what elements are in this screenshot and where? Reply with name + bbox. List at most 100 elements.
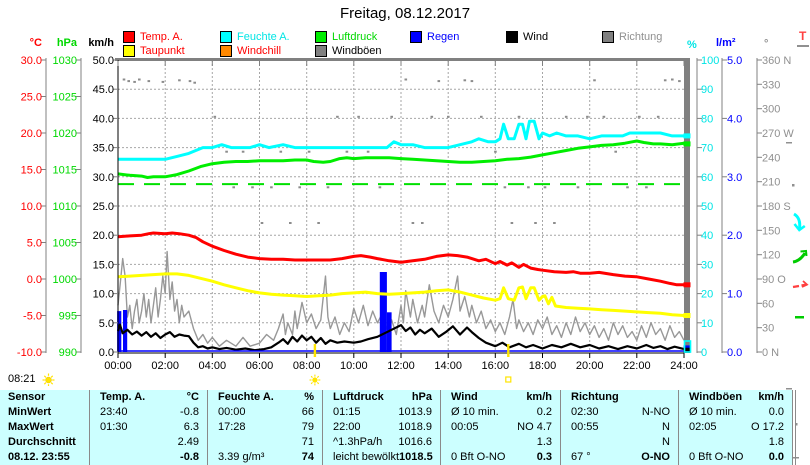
series-taupunkt (117, 272, 685, 317)
axis-unit-hpa: hPa (56, 37, 77, 49)
sunrise-sun-icon (42, 373, 55, 386)
table-cell: 3.39 g/m³ 74 (207, 450, 322, 465)
axis-unit-kmh: km/h (88, 37, 114, 49)
table-cell: 02:30 N-NO (560, 405, 678, 420)
svg-text:04:00: 04:00 (199, 360, 227, 372)
legend-label: Luftdruck (332, 31, 378, 43)
table-cell: 01:30 6.3 (89, 420, 207, 435)
svg-text:0 N: 0 N (762, 347, 779, 359)
table-cell: leicht bewölkt 1018.5 (322, 450, 440, 465)
svg-text:360 N: 360 N (762, 55, 791, 67)
table-cell: 1.3 (440, 435, 560, 450)
axis-unit-deg: ° (764, 38, 769, 50)
cell-value: 2.49 (177, 436, 199, 448)
cell-value: N-NO (641, 406, 670, 418)
cell-value: 71 (301, 436, 314, 448)
cell-value: 1018.9 (398, 421, 432, 433)
svg-text:120: 120 (762, 250, 780, 262)
cell-label: 00:05 (451, 421, 479, 433)
rain-zero-bracket (683, 340, 692, 353)
svg-text:35.0: 35.0 (93, 143, 114, 155)
current-marker-kmh (683, 347, 691, 353)
series-feuchte-a (118, 119, 684, 161)
legend-item-feuchte-a: Feuchte A. (220, 31, 290, 43)
svg-text:100: 100 (701, 55, 719, 67)
axis-unit-pct: % (687, 39, 697, 51)
svg-text:1000: 1000 (53, 274, 77, 286)
legend-label: Windböen (332, 45, 382, 57)
svg-text:18:00: 18:00 (529, 360, 557, 372)
svg-text:50: 50 (701, 201, 713, 213)
svg-text:30.0: 30.0 (21, 55, 42, 67)
sunrise-sun-marker-icon (309, 374, 321, 386)
legend-label: Wind (523, 31, 549, 43)
svg-text:270 W: 270 W (762, 128, 794, 140)
svg-text:995: 995 (59, 311, 77, 323)
legend-item-windchill: Windchill (220, 45, 281, 57)
legend-label: Taupunkt (140, 45, 185, 57)
svg-text:30.0: 30.0 (93, 172, 114, 184)
table-cell: 01:15 1013.9 (322, 405, 440, 420)
table-cell: Ø 10 min. 0.2 (440, 405, 560, 420)
row-label: Durchschnitt (8, 436, 76, 448)
table-cell: 67 ° O-NO (560, 450, 678, 465)
svg-text:30: 30 (762, 323, 774, 335)
cell-value: hPa (411, 391, 432, 403)
cell-label: 23:40 (100, 406, 128, 418)
legend-swatch-temp-a-icon (123, 31, 135, 43)
edge-indicator-icons (786, 142, 809, 459)
cell-value: °C (186, 391, 199, 403)
cell-value: 1016.6 (398, 436, 432, 448)
cell-value: 1013.9 (398, 406, 432, 418)
svg-text:300: 300 (762, 104, 780, 116)
svg-text:1015: 1015 (53, 165, 77, 177)
series-luftdruck (117, 139, 685, 179)
table-cell: 2.49 (89, 435, 207, 450)
cell-label: 00:55 (571, 421, 599, 433)
table-cell: Wind km/h (440, 390, 560, 405)
table-cell: -0.8 (89, 450, 207, 465)
table-header-row: Sensor Temp. A. °C Feuchte A.% Luftdruck hPa W… (0, 390, 792, 405)
svg-text:5.0: 5.0 (727, 55, 742, 67)
current-marker-degC (683, 313, 691, 318)
svg-text:25.0: 25.0 (93, 201, 114, 213)
legend-item-windb-en: Windböen (315, 45, 382, 57)
table-cell: 71 (207, 435, 322, 450)
corner-mark-underline (797, 45, 809, 47)
svg-text:70: 70 (701, 143, 713, 155)
cell-value: km/h (758, 391, 784, 403)
table-cell: Temp. A. °C (89, 390, 207, 405)
axis-unit-lm2: l/m² (716, 37, 736, 49)
svg-text:12:00: 12:00 (387, 360, 415, 372)
legend-label: Windchill (237, 45, 282, 57)
table-row-durchschnitt: Durchschnitt 2.49 71 ^1.3hPa/h 1016.6 1.3 N 1.8 (0, 435, 792, 450)
legend-swatch-regen-icon (410, 31, 422, 43)
legend-swatch-windchill-icon (220, 45, 232, 57)
table-cell: ^1.3hPa/h 1016.6 (322, 435, 440, 450)
svg-text:5.0: 5.0 (99, 318, 114, 330)
svg-text:10: 10 (701, 318, 713, 330)
sunrise-time: 08:21 (8, 373, 36, 385)
legend-item-taupunkt: Taupunkt (123, 45, 185, 57)
svg-text:0.0: 0.0 (27, 274, 42, 286)
cell-value: 1.3 (536, 436, 552, 448)
legend-label: Temp. A. (140, 31, 183, 43)
cell-label: Temp. A. (100, 391, 146, 403)
current-marker-pct (683, 133, 691, 139)
cell-value: N (662, 421, 670, 433)
table-cell: 0 Bft O-NO 0.0 (678, 450, 792, 465)
svg-text:990: 990 (59, 347, 77, 359)
svg-text:20: 20 (701, 289, 713, 301)
table-edge-line (795, 390, 796, 465)
table-cell: 17:28 79 (207, 420, 322, 435)
axis-unit-degC: °C (29, 37, 42, 49)
svg-text:240: 240 (762, 152, 780, 164)
cell-value: 6.3 (183, 421, 199, 433)
legend-label: Feuchte A. (237, 31, 290, 43)
cell-label: 3.39 g/m³ (218, 451, 265, 463)
svg-text:50.0: 50.0 (93, 55, 114, 67)
cell-label: 17:28 (218, 421, 246, 433)
cell-label: 00:00 (218, 406, 246, 418)
